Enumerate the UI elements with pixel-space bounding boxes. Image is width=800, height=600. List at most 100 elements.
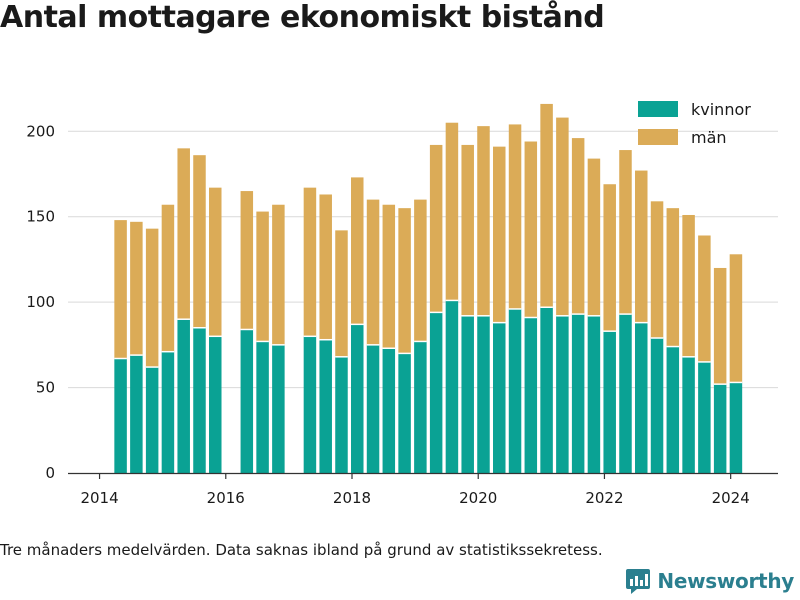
y-tick-label: 100 xyxy=(26,293,55,311)
bar-kvinnor xyxy=(398,353,411,473)
bar-man xyxy=(666,208,680,347)
bar-kvinnor xyxy=(587,315,601,473)
bar-kvinnor xyxy=(161,351,175,473)
chart-title: Antal mottagare ekonomiskt bistånd xyxy=(0,0,605,35)
bar-man xyxy=(619,150,632,315)
bar-man xyxy=(303,187,317,337)
bar-man xyxy=(351,177,364,325)
bar-kvinnor xyxy=(193,327,206,473)
x-tick-label: 2020 xyxy=(459,489,497,507)
bar-man xyxy=(145,228,159,368)
bar-man xyxy=(445,122,459,301)
bar-man xyxy=(650,201,664,339)
bar-man xyxy=(429,144,443,313)
bar-man xyxy=(556,117,569,316)
newsworthy-logo-icon xyxy=(626,569,651,594)
bar-man xyxy=(493,146,506,323)
bar-kvinnor xyxy=(272,344,285,473)
bar-kvinnor xyxy=(351,324,364,473)
bar-kvinnor xyxy=(477,315,490,473)
bar-man xyxy=(161,204,175,352)
bar-kvinnor xyxy=(414,341,427,473)
bar-man xyxy=(319,194,332,340)
bars xyxy=(114,103,743,473)
bar-man xyxy=(698,235,711,362)
bar-man xyxy=(177,148,190,320)
bar-kvinnor xyxy=(556,315,569,473)
bar-kvinnor xyxy=(382,348,396,473)
bar-kvinnor xyxy=(445,300,459,473)
bar-man xyxy=(366,199,380,345)
bar-kvinnor xyxy=(729,382,743,473)
bar-kvinnor xyxy=(319,339,332,473)
bar-kvinnor xyxy=(682,356,695,473)
bar-man xyxy=(335,230,348,357)
x-tick-label: 2014 xyxy=(80,489,118,507)
bar-man xyxy=(540,103,553,308)
bar-man xyxy=(524,141,538,318)
bar-kvinnor xyxy=(524,317,538,473)
bar-kvinnor xyxy=(540,307,553,473)
bar-kvinnor xyxy=(508,308,522,473)
bar-kvinnor xyxy=(240,329,254,473)
bar-kvinnor xyxy=(256,341,269,473)
bar-kvinnor xyxy=(114,358,127,473)
bar-man xyxy=(571,138,585,315)
y-tick-label: 150 xyxy=(26,208,55,226)
legend: kvinnor män xyxy=(638,100,751,147)
bar-kvinnor xyxy=(666,346,680,473)
bar-kvinnor xyxy=(303,336,317,473)
bar-kvinnor xyxy=(366,344,380,473)
legend-label-man: män xyxy=(691,128,727,147)
bar-kvinnor xyxy=(209,336,222,473)
x-tick-label: 2016 xyxy=(207,489,245,507)
x-tick-label: 2024 xyxy=(712,489,750,507)
y-tick-label: 200 xyxy=(26,122,55,140)
bar-man xyxy=(729,254,743,383)
y-tick-label: 50 xyxy=(36,379,55,397)
bar-man xyxy=(398,208,411,354)
legend-label-kvinnor: kvinnor xyxy=(691,100,751,119)
bar-man xyxy=(635,170,648,323)
axes: 0 50 100 150 200 2014 2016 2018 2020 2022 2024 xyxy=(26,122,778,507)
bar-man xyxy=(603,184,616,332)
bar-kvinnor xyxy=(571,314,585,473)
bar-kvinnor xyxy=(713,384,727,473)
bar-kvinnor xyxy=(335,356,348,473)
bar-man xyxy=(382,204,396,349)
bar-kvinnor xyxy=(493,322,506,473)
bar-kvinnor xyxy=(177,319,190,473)
bar-man xyxy=(508,124,522,309)
bar-man xyxy=(114,220,127,359)
bar-man xyxy=(130,221,143,356)
bar-man xyxy=(713,267,727,385)
bar-man xyxy=(272,204,285,345)
bar-kvinnor xyxy=(145,367,159,473)
bar-man xyxy=(193,155,206,328)
bar-kvinnor xyxy=(650,338,664,473)
bar-man xyxy=(256,211,269,342)
brand-name: Newsworthy xyxy=(657,569,794,593)
y-tick-label: 0 xyxy=(45,464,55,482)
bar-man xyxy=(209,187,222,337)
legend-swatch-kvinnor xyxy=(638,101,678,117)
bar-kvinnor xyxy=(603,331,616,473)
bar-man xyxy=(477,126,490,316)
bar-kvinnor xyxy=(635,322,648,473)
bar-man xyxy=(461,144,474,316)
footnote: Tre månaders medelvärden. Data saknas ib… xyxy=(0,541,603,559)
bar-kvinnor xyxy=(130,355,143,473)
bar-man xyxy=(682,214,695,357)
bar-kvinnor xyxy=(461,315,474,473)
brand-logo[interactable]: Newsworthy xyxy=(625,567,794,595)
bar-kvinnor xyxy=(698,361,711,473)
bar-man xyxy=(587,158,601,316)
x-tick-label: 2018 xyxy=(333,489,371,507)
bar-kvinnor xyxy=(619,314,632,473)
bar-man xyxy=(240,191,254,330)
bar-man xyxy=(414,199,427,342)
stacked-bar-chart: 0 50 100 150 200 2014 2016 2018 2020 2022 2024 kvi… xyxy=(26,100,778,507)
legend-swatch-man xyxy=(638,129,678,145)
x-tick-label: 2022 xyxy=(585,489,623,507)
bar-kvinnor xyxy=(429,312,443,473)
